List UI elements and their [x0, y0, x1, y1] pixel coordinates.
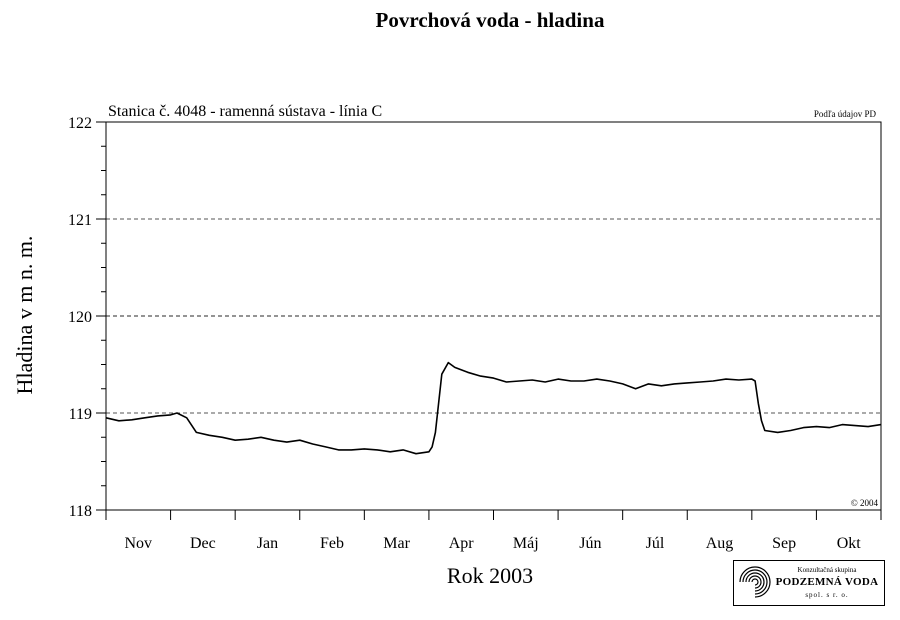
logo-top-text: Konzultačná skupina	[797, 566, 857, 574]
labels-layer: 118 119 120 121 122 Nov Dec Jan Feb Mar Apr Máj Jún J…	[68, 115, 861, 552]
copyright-note: © 2004	[851, 498, 879, 508]
y-tick-label: 122	[68, 115, 92, 132]
x-month-label: Mar	[383, 535, 410, 552]
chart-title: Povrchová voda - hladina	[376, 8, 605, 32]
ticks-layer	[96, 121, 882, 520]
x-month-label: Aug	[706, 535, 734, 552]
y-tick-label: 119	[69, 406, 92, 423]
y-tick-label: 118	[69, 503, 92, 520]
x-month-label: Sep	[772, 535, 796, 552]
x-month-label: Nov	[125, 535, 153, 552]
logo-spiral-icon	[739, 566, 771, 598]
chart-subtitle: Stanica č. 4048 - ramenná sústava - líni…	[108, 103, 382, 120]
water-level-line	[105, 361, 882, 455]
x-month-label: Jan	[257, 535, 278, 552]
y-axis-label: Hladina v m n. m.	[12, 236, 37, 395]
x-axis-label: Rok 2003	[447, 563, 533, 588]
company-logo: Konzultačná skupina PODZEMNÁ VODA spol. …	[733, 560, 885, 606]
series-layer	[105, 361, 882, 455]
grid-layer	[106, 218, 881, 414]
source-note: Podľa údajov PD	[814, 109, 877, 119]
logo-bottom-text: spol. s r. o.	[805, 591, 849, 599]
x-month-label: Jún	[579, 535, 601, 552]
y-tick-label: 120	[68, 309, 92, 326]
x-month-label: Máj	[513, 535, 539, 552]
y-tick-label: 121	[68, 212, 92, 229]
x-month-label: Apr	[449, 535, 475, 552]
x-month-label: Júl	[646, 535, 665, 552]
x-month-label: Dec	[190, 535, 216, 552]
x-month-label: Feb	[320, 535, 344, 552]
logo-main-text: PODZEMNÁ VODA	[775, 576, 879, 588]
x-month-label: Okt	[837, 535, 862, 552]
